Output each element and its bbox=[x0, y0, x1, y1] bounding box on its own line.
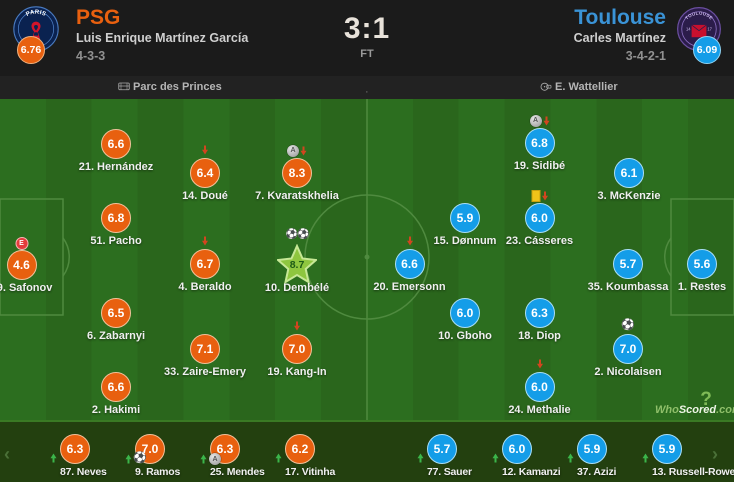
svg-text:8.7: 8.7 bbox=[290, 259, 305, 271]
svg-text:17: 17 bbox=[707, 27, 712, 32]
svg-text:14: 14 bbox=[686, 27, 691, 32]
